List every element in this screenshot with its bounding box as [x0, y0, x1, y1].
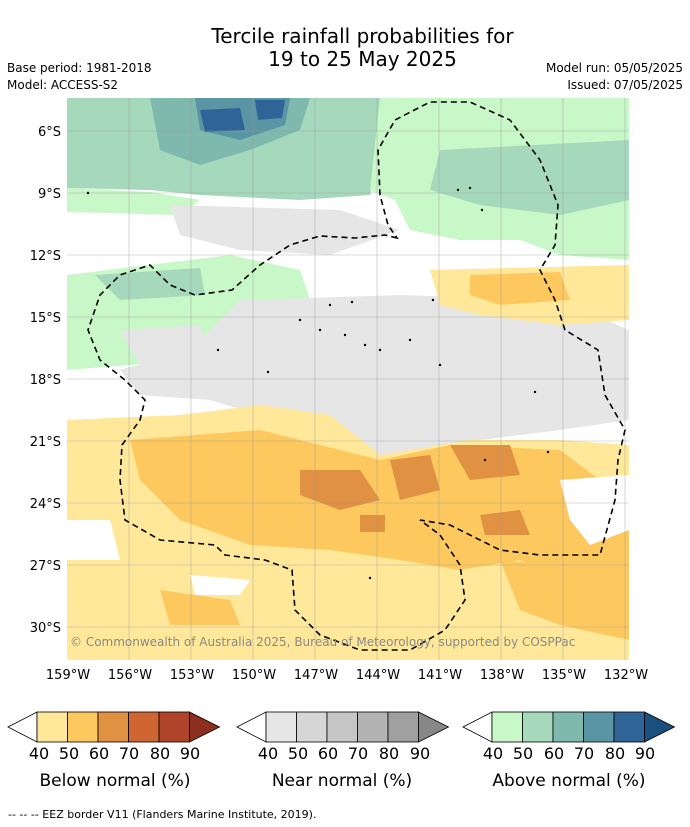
lat-label: 12°S	[30, 249, 61, 264]
colorbar-swatch	[552, 711, 584, 743]
colorbar-1	[236, 711, 450, 743]
issued-label: Issued: 07/05/2025	[567, 78, 683, 92]
cb-near-tick: 90	[409, 744, 431, 763]
colorbar-swatch	[613, 711, 645, 743]
colorbar-max-extend	[418, 711, 450, 743]
cb-near-tick: 60	[317, 744, 339, 763]
lat-label: 30°S	[30, 621, 61, 636]
cb-near-tick: 70	[347, 744, 369, 763]
base-period-label: Base period: 1981-2018	[7, 61, 152, 75]
lat-label: 18°S	[30, 373, 61, 388]
colorbar-swatch	[583, 711, 615, 743]
latitude-labels: 6°S 9°S 12°S 15°S 18°S 21°S 24°S 27°S 30…	[30, 125, 61, 636]
lat-label: 27°S	[30, 559, 61, 574]
model-label: Model: ACCESS-S2	[7, 78, 119, 92]
cb-near-tick: 50	[287, 744, 309, 763]
cb-above-tick: 50	[512, 744, 534, 763]
colorbar-swatch	[387, 711, 419, 743]
lon-label: 144°W	[356, 668, 400, 683]
cb-below-tick: 70	[118, 744, 140, 763]
lon-label: 153°W	[170, 668, 214, 683]
cb-near-label: Near normal (%)	[271, 771, 413, 791]
colorbar-swatch	[128, 711, 160, 743]
cb-below-tick: 50	[58, 744, 80, 763]
lon-label: 156°W	[108, 668, 152, 683]
colorbar-swatch	[67, 711, 99, 743]
cb-below-label: Below normal (%)	[39, 771, 191, 791]
chart-title-line2: 19 to 25 May 2025	[268, 47, 457, 71]
colorbar-swatch	[357, 711, 389, 743]
island-markers	[86, 186, 550, 580]
lon-label: 159°W	[46, 668, 90, 683]
rainfall-probability-map: © Commonwealth of Australia 2025, Bureau…	[30, 98, 648, 683]
eez-footer-note: -- -- -- EEZ border V11 (Flanders Marine…	[8, 808, 317, 821]
cb-below-tick: 80	[149, 744, 171, 763]
cb-above-tick: 80	[604, 744, 626, 763]
cb-below-tick: 40	[28, 744, 50, 763]
cb-above-tick: 60	[543, 744, 565, 763]
colorbar-swatch	[522, 711, 554, 743]
lon-label: 132°W	[604, 668, 648, 683]
colorbar-0	[7, 711, 221, 743]
cb-near-tick: 80	[378, 744, 400, 763]
colorbar-swatch	[265, 711, 297, 743]
cb-above-tick: 90	[634, 744, 656, 763]
colorbar-min-extend	[7, 711, 38, 743]
colorbar-max-extend	[189, 711, 221, 743]
colorbar-legend	[7, 711, 676, 743]
cb-above-tick: 40	[482, 744, 504, 763]
colorbar-swatch	[36, 711, 68, 743]
colorbar-swatch	[296, 711, 328, 743]
lat-label: 21°S	[30, 435, 61, 450]
lon-label: 147°W	[294, 668, 338, 683]
colorbar-min-extend	[462, 711, 493, 743]
lon-label: 138°W	[480, 668, 524, 683]
cb-above-label: Above normal (%)	[492, 771, 646, 791]
longitude-labels: 159°W 156°W 153°W 150°W 147°W 144°W 141°…	[46, 668, 648, 683]
colorbar-swatch	[158, 711, 190, 743]
colorbar-min-extend	[236, 711, 267, 743]
colorbar-swatch	[326, 711, 358, 743]
lat-label: 24°S	[30, 497, 61, 512]
cb-below-tick: 90	[179, 744, 201, 763]
map-gridlines	[67, 98, 629, 660]
lat-label: 9°S	[38, 187, 61, 202]
cb-near-tick: 40	[257, 744, 279, 763]
colorbar-swatch	[491, 711, 523, 743]
copyright-text: © Commonwealth of Australia 2025, Bureau…	[70, 635, 575, 649]
colorbar-2	[462, 711, 676, 743]
chart-title-line1: Tercile rainfall probabilities for	[211, 24, 514, 48]
lon-label: 135°W	[542, 668, 586, 683]
eez-border	[87, 101, 626, 651]
colorbar-swatch	[97, 711, 129, 743]
model-run-label: Model run: 05/05/2025	[545, 61, 683, 75]
colorbar-max-extend	[644, 711, 676, 743]
lon-label: 150°W	[232, 668, 276, 683]
cb-above-tick: 70	[573, 744, 595, 763]
lon-label: 141°W	[418, 668, 462, 683]
lat-label: 6°S	[38, 125, 61, 140]
cb-below-tick: 60	[88, 744, 110, 763]
lat-label: 15°S	[30, 311, 61, 326]
